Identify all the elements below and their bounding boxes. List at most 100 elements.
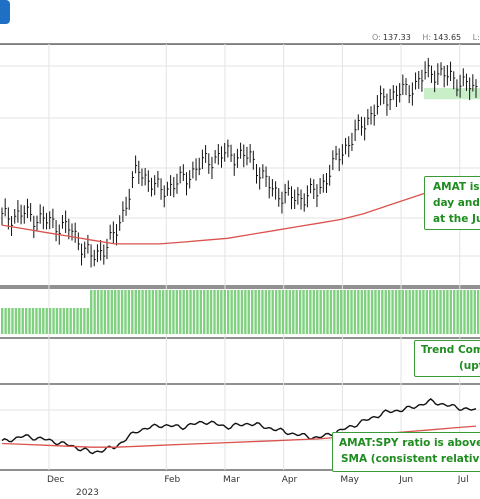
trend-histogram-bar <box>473 290 476 334</box>
trend-histogram-bar <box>285 290 288 334</box>
trend-histogram-bar <box>165 290 168 334</box>
trend-histogram-bar <box>223 290 226 334</box>
high-label: H: <box>422 33 432 42</box>
high-value: 143.65 <box>433 33 462 42</box>
trend-histogram-bar <box>199 290 203 334</box>
trend-histogram-bar <box>192 290 196 334</box>
trend-histogram-bar <box>418 290 422 334</box>
x-tick-label-dec: Dec <box>47 475 64 485</box>
trend-histogram-bar <box>196 290 199 334</box>
trend-histogram-bar <box>155 290 158 334</box>
trend-histogram-bar <box>107 290 110 334</box>
trend-histogram-bar <box>281 290 285 334</box>
trend-histogram-bar <box>237 290 240 334</box>
price-annotation-line-1: AMAT is a <box>433 181 480 193</box>
trend-histogram-bar <box>309 290 312 334</box>
panel-tab[interactable] <box>0 0 10 24</box>
trend-histogram-bar <box>38 308 42 334</box>
price-annotation: AMAT is a day and fi at the Ju <box>424 176 480 230</box>
trend-histogram-bar <box>247 290 250 334</box>
trend-histogram-bar <box>31 308 35 334</box>
open-value: 137.33 <box>382 33 411 42</box>
ratio-line <box>1 397 477 455</box>
trend-histogram-bar <box>72 308 76 334</box>
trend-histogram-bar <box>432 290 435 334</box>
support-zone <box>424 87 480 100</box>
low-label: L: <box>472 33 480 42</box>
trend-histogram-bar <box>124 290 127 334</box>
trend-histogram-bar <box>254 290 257 334</box>
trend-histogram-bar <box>110 290 113 334</box>
trend-histogram-bar <box>257 290 261 334</box>
trend-histogram-bar <box>42 308 45 334</box>
trend-histogram-bar <box>319 290 322 334</box>
trend-histogram-bar <box>316 290 319 334</box>
trend-histogram-bar <box>1 308 4 334</box>
trend-histogram-bar <box>463 290 466 334</box>
trend-histogram-bar <box>179 290 182 334</box>
trend-histogram-bar <box>370 290 374 334</box>
trend-histogram-bar <box>240 290 244 334</box>
x-tick-label-jul: Jul <box>457 475 469 485</box>
trend-histogram-bar <box>66 308 69 334</box>
trend-annotation-line-1: Trend Comp <box>421 344 480 356</box>
trend-histogram-bar <box>302 290 305 334</box>
trend-histogram-bar <box>250 290 254 334</box>
trend-histogram-bar <box>429 290 432 334</box>
x-year-label: 2023 <box>76 488 99 498</box>
trend-histogram-bar <box>363 290 367 334</box>
trend-histogram-bar <box>28 308 31 334</box>
trend-histogram-bar <box>158 290 161 334</box>
trend-histogram-bar <box>172 290 175 334</box>
trend-histogram-bar <box>446 290 449 334</box>
trend-histogram-bar <box>326 290 329 334</box>
trend-histogram-bar <box>131 290 134 334</box>
trend-histogram-bar <box>312 290 316 334</box>
open-label: O: <box>372 33 381 42</box>
trend-histogram-bar <box>55 308 59 334</box>
trend-histogram-bar <box>261 290 264 334</box>
x-tick-label-feb: Feb <box>164 475 180 485</box>
trend-histogram-bar <box>456 290 459 334</box>
trend-histogram-bar <box>442 290 446 334</box>
trend-histogram-bar <box>230 290 233 334</box>
trend-histogram-bar <box>398 290 401 334</box>
trend-histogram-bar <box>62 308 66 334</box>
trend-histogram-bar <box>11 308 14 334</box>
trend-histogram-bar <box>4 308 7 334</box>
trend-histogram-bar <box>329 290 333 334</box>
trend-histogram-bar <box>168 290 172 334</box>
trend-histogram-bar <box>244 290 247 334</box>
trend-histogram-bar <box>343 290 346 334</box>
trend-histogram-bar <box>134 290 137 334</box>
trend-histogram-bar <box>278 290 281 334</box>
trend-histogram-bar <box>216 290 220 334</box>
trend-histogram-bar <box>182 290 185 334</box>
trend-histogram-bar <box>405 290 408 334</box>
trend-histogram-bar <box>86 308 90 334</box>
trend-histogram-bar <box>298 290 302 334</box>
trend-histogram-bar <box>292 290 295 334</box>
trend-histogram-bar <box>411 290 415 334</box>
trend-histogram-bar <box>422 290 425 334</box>
trend-histogram-bar <box>220 290 223 334</box>
trend-histogram-bar <box>360 290 363 334</box>
trend-annotation: Trend Comp (uptre <box>414 340 480 377</box>
trend-histogram-bar <box>346 290 350 334</box>
trend-histogram-bar <box>264 290 268 334</box>
trend-histogram-bar <box>175 290 179 334</box>
trend-histogram-bar <box>340 290 343 334</box>
trend-histogram-bar <box>96 290 100 334</box>
price-annotation-line-3: at the Ju <box>433 213 480 225</box>
x-tick-label-mar: Mar <box>223 475 240 485</box>
trend-histogram-bar <box>90 290 93 334</box>
price-annotation-line-2: day and fi <box>433 197 480 209</box>
trend-histogram-bar <box>435 290 439 334</box>
trend-histogram-bar <box>394 290 398 334</box>
trend-histogram-bar <box>233 290 237 334</box>
trend-histogram-bar <box>295 290 298 334</box>
trend-histogram-bar <box>189 290 192 334</box>
trend-histogram-bar <box>24 308 28 334</box>
ratio-annotation-line-2: SMA (consistent relative str <box>341 453 480 465</box>
